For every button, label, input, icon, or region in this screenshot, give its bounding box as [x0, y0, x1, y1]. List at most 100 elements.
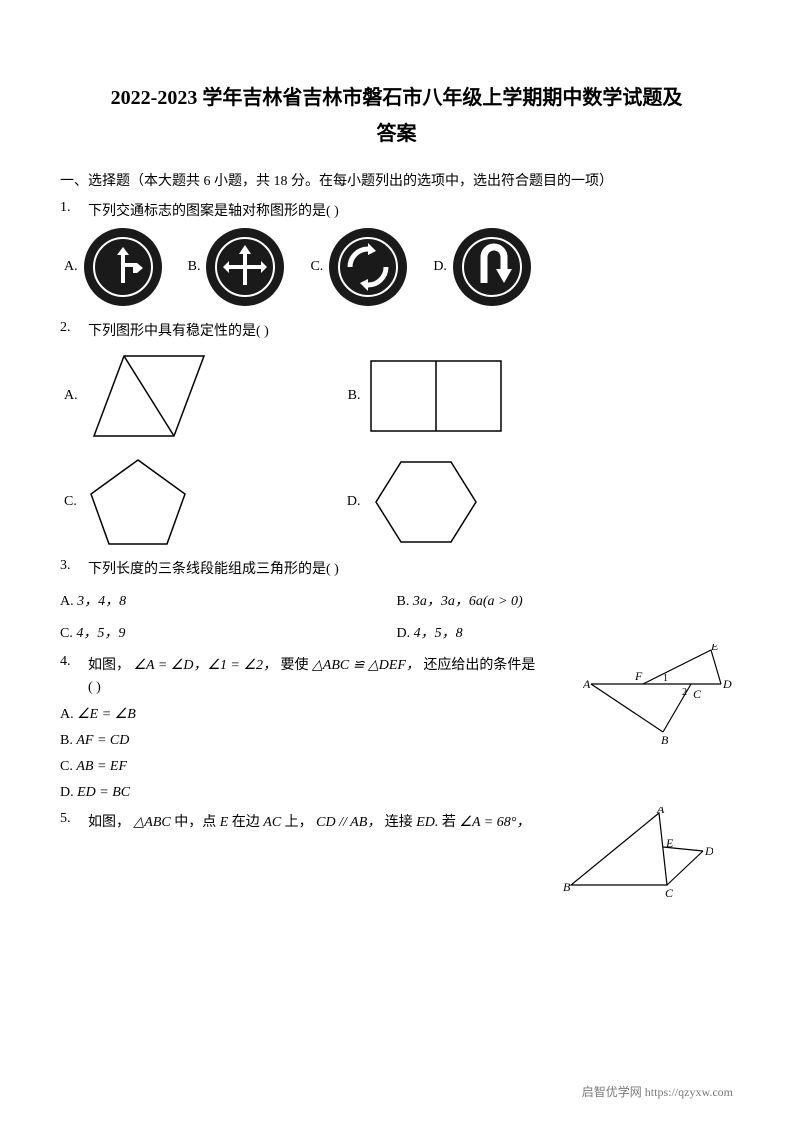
option-text: AB = EF	[76, 759, 127, 774]
footer-link: 启智优学网 https://qzyxw.com	[582, 1083, 733, 1100]
option-label-c: C.	[310, 259, 323, 275]
q5-text-part: △ABC	[134, 815, 171, 830]
q2-option-a: A.	[60, 346, 214, 446]
page-title: 2022-2023 学年吉林省吉林市磐石市八年级上学期期中数学试题及 答案	[60, 80, 733, 152]
sign-d-icon	[462, 237, 522, 297]
sign-c-icon	[338, 237, 398, 297]
q3-options: A. 3，4，8 B. 3a，3a，6a(a > 0) C. 4，5，9 D. …	[60, 584, 733, 648]
option-text: 4，5，8	[414, 626, 463, 641]
option-label-d: D.	[433, 259, 447, 275]
pt-A: A	[656, 807, 665, 816]
hexagon-icon	[366, 452, 486, 552]
pt-D: D	[704, 844, 713, 858]
q5-text-part: E	[220, 815, 229, 830]
q5-text-part: 如图，	[88, 815, 130, 830]
q2-row2: C. D.	[60, 452, 733, 552]
option-label: C.	[60, 626, 73, 641]
q2-option-d: D.	[343, 452, 487, 552]
option-label-a: A.	[64, 259, 78, 275]
question-1: 1. 下列交通标志的图案是轴对称图形的是( )	[60, 200, 733, 220]
traffic-sign-b	[206, 228, 284, 306]
q4-figure: A D B E F C 1 2	[583, 644, 733, 749]
q5-text-part: ∠A = 68°，	[459, 815, 530, 830]
q5-text-part: AC	[263, 815, 281, 830]
q2-option-c: C.	[60, 452, 193, 552]
q3-option-c: C. 4，5，9	[60, 622, 397, 642]
pt-D: D	[722, 677, 732, 691]
pt-B: B	[661, 733, 669, 744]
q4-text-part: △ABC ≌ △DEF，	[312, 658, 420, 673]
q4-text-part: 要使	[281, 658, 309, 673]
question-text: 如图， ∠A = ∠D，∠1 = ∠2， 要使 △ABC ≌ △DEF， 还应给…	[88, 654, 535, 674]
option-text: 3，4，8	[77, 594, 126, 609]
sign-b-icon	[215, 237, 275, 297]
option-label: D.	[397, 626, 411, 641]
split-rectangle-icon	[366, 356, 506, 436]
traffic-sign-d	[453, 228, 531, 306]
q2-row1: A. B.	[60, 346, 733, 446]
pentagon-icon	[83, 452, 193, 552]
q5-figure: A B C D E	[563, 807, 713, 902]
question-3: 3. 下列长度的三条线段能组成三角形的是( )	[60, 558, 733, 578]
q3-option-d: D. 4，5，8	[397, 622, 734, 642]
pt-C: C	[693, 687, 702, 701]
q5-text-part: CD // AB，	[316, 815, 381, 830]
option-label: B.	[60, 733, 73, 748]
question-number: 4.	[60, 654, 88, 670]
q1-options: A. B. C.	[60, 228, 733, 306]
q5-text-part: 上，	[285, 815, 313, 830]
q4-text-part: 如图，	[88, 658, 130, 673]
option-label: D.	[60, 785, 74, 800]
question-4-wrapper: 4. 如图， ∠A = ∠D，∠1 = ∠2， 要使 △ABC ≌ △DEF， …	[60, 654, 733, 801]
pt-E: E	[665, 836, 674, 850]
pt-F: F	[634, 669, 643, 683]
question-number: 1.	[60, 200, 88, 216]
option-label-d: D.	[347, 494, 361, 510]
question-number: 3.	[60, 558, 88, 574]
title-line-1: 2022-2023 学年吉林省吉林市磐石市八年级上学期期中数学试题及	[60, 80, 733, 116]
question-text: 下列图形中具有稳定性的是( )	[88, 320, 269, 340]
page: 2022-2023 学年吉林省吉林市磐石市八年级上学期期中数学试题及 答案 一、…	[0, 0, 793, 1122]
q4-triangle-diagram: A D B E F C 1 2	[583, 644, 733, 744]
option-label: C.	[60, 759, 73, 774]
option-label: A.	[60, 707, 74, 722]
question-2: 2. 下列图形中具有稳定性的是( )	[60, 320, 733, 340]
question-text: 下列交通标志的图案是轴对称图形的是( )	[88, 200, 339, 220]
angle-1: 1	[663, 673, 668, 684]
q5-text-part: 中，点	[174, 815, 216, 830]
option-label: B.	[397, 594, 410, 609]
q5-text-part: 在边	[232, 815, 260, 830]
pt-A: A	[583, 677, 591, 691]
pt-E: E	[710, 644, 719, 653]
title-line-2: 答案	[60, 116, 733, 152]
q3-option-b: B. 3a，3a，6a(a > 0)	[397, 590, 734, 610]
option-label-b: B.	[188, 259, 201, 275]
parallelogram-icon	[84, 346, 214, 446]
traffic-sign-c	[329, 228, 407, 306]
option-text: ED = BC	[77, 785, 130, 800]
q4-option-d: D. ED = BC	[60, 785, 733, 801]
question-text: 下列长度的三条线段能组成三角形的是( )	[88, 558, 339, 578]
traffic-sign-a	[84, 228, 162, 306]
q3-option-a: A. 3，4，8	[60, 590, 397, 610]
section-heading: 一、选择题（本大题共 6 小题，共 18 分。在每小题列出的选项中，选出符合题目…	[60, 170, 733, 190]
sign-a-icon	[93, 237, 153, 297]
q4-option-c: C. AB = EF	[60, 759, 733, 775]
option-label-c: C.	[64, 494, 77, 510]
option-label-a: A.	[64, 388, 78, 404]
q5-text-part: ED.	[416, 815, 438, 830]
question-number: 5.	[60, 811, 88, 827]
q5-text-part: 若	[442, 815, 456, 830]
option-text: AF = CD	[76, 733, 129, 748]
question-text: 如图， △ABC 中，点 E 在边 AC 上， CD // AB， 连接 ED.…	[88, 811, 530, 831]
pt-C: C	[665, 886, 674, 897]
paren: ( )	[88, 680, 101, 696]
option-text: 4，5，9	[76, 626, 125, 641]
q4-text-part: 还应给出的条件是	[423, 658, 535, 673]
option-label-b: B.	[348, 388, 361, 404]
option-text: ∠E = ∠B	[77, 707, 136, 722]
q5-triangle-diagram: A B C D E	[563, 807, 713, 897]
question-5-wrapper: 5. 如图， △ABC 中，点 E 在边 AC 上， CD // AB， 连接 …	[60, 811, 733, 831]
pt-B: B	[563, 880, 571, 894]
q4-text-part: ∠A = ∠D，∠1 = ∠2，	[134, 658, 278, 673]
